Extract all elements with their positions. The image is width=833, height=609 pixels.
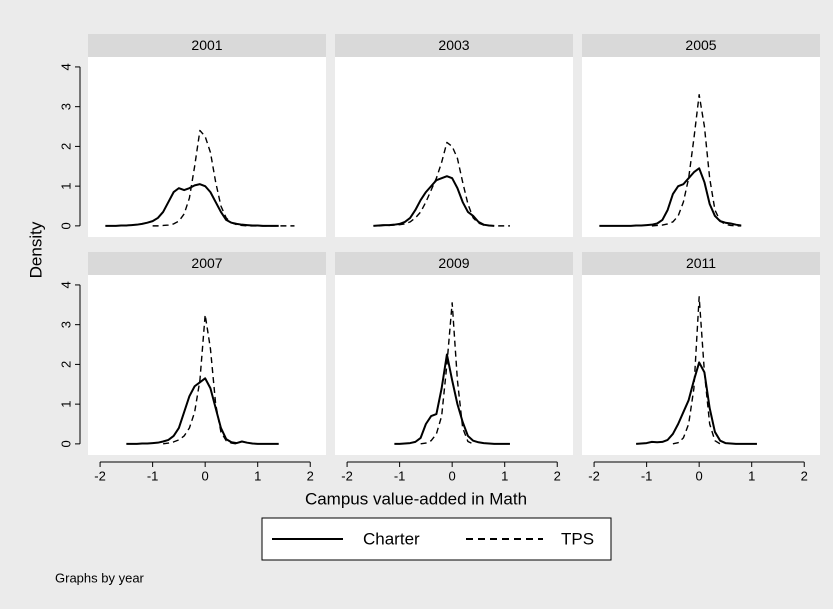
y-tick-label: 4: [58, 281, 73, 288]
panel-header: [582, 34, 820, 57]
plot-area: [582, 57, 820, 237]
panel-title: 2007: [191, 255, 222, 271]
panel-title: 2003: [438, 37, 469, 53]
y-tick-label: 3: [58, 103, 73, 110]
y-tick-label: 3: [58, 321, 73, 328]
y-tick-label: 0: [58, 222, 73, 229]
panel-header: [582, 252, 820, 275]
y-axis-label: Density: [26, 221, 45, 278]
note: Graphs by year: [55, 570, 145, 585]
y-tick-label: 0: [58, 440, 73, 447]
x-axis-label: Campus value-added in Math: [305, 489, 527, 508]
density-line: [672, 296, 721, 445]
density-line: [599, 167, 742, 227]
x-tick-label: -1: [394, 468, 406, 483]
x-tick-label: 1: [501, 468, 508, 483]
x-tick-label: -2: [588, 468, 600, 483]
legend-label: Charter: [363, 529, 420, 548]
plot-area: [335, 275, 573, 455]
x-tick-label: 2: [307, 468, 314, 483]
y-tick-label: 2: [58, 361, 73, 368]
x-tick-label: -1: [147, 468, 159, 483]
panel-header: [335, 252, 573, 275]
panel-title: 2009: [438, 255, 469, 271]
x-tick-label: 1: [748, 468, 755, 483]
density-line: [651, 94, 742, 227]
legend-label: TPS: [561, 529, 594, 548]
plot-area: [88, 275, 326, 455]
panel-header: [335, 34, 573, 57]
x-tick-label: 0: [202, 468, 209, 483]
y-tick-label: 1: [58, 183, 73, 190]
density-line: [163, 314, 237, 445]
x-tick-label: -2: [341, 468, 353, 483]
panel-title: 2011: [686, 255, 716, 271]
density-line: [126, 377, 279, 445]
density-line: [378, 141, 510, 227]
density-line: [420, 302, 474, 445]
x-tick-label: 1: [254, 468, 261, 483]
x-tick-label: 2: [801, 468, 808, 483]
y-tick-label: 1: [58, 401, 73, 408]
plot-area: [335, 57, 573, 237]
panel-header: [88, 34, 326, 57]
panel-title: 2001: [191, 37, 222, 53]
density-line: [152, 129, 295, 227]
x-tick-label: 0: [449, 468, 456, 483]
density-line: [394, 353, 510, 445]
density-line: [105, 183, 279, 227]
x-tick-label: -2: [94, 468, 106, 483]
panel-title: 2005: [685, 37, 716, 53]
x-tick-label: -1: [641, 468, 653, 483]
y-tick-label: 2: [58, 143, 73, 150]
y-tick-label: 4: [58, 63, 73, 70]
plot-area: [88, 57, 326, 237]
density-line: [636, 361, 757, 445]
panel-header: [88, 252, 326, 275]
x-tick-label: 2: [554, 468, 561, 483]
x-tick-label: 0: [696, 468, 703, 483]
